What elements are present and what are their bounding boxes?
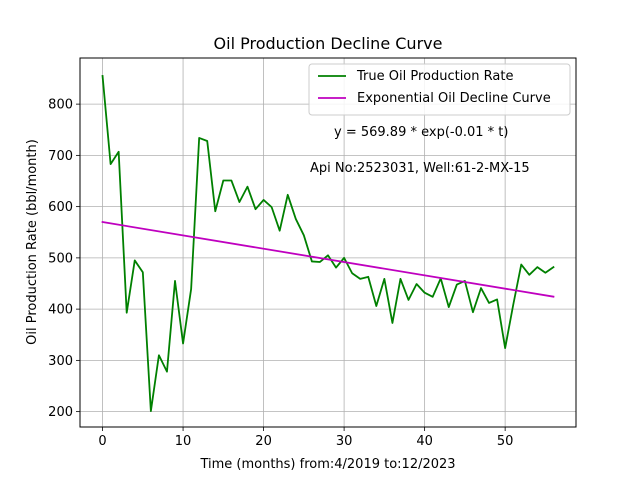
x-tick-label: 10 — [175, 434, 192, 449]
chart-title: Oil Production Decline Curve — [214, 34, 443, 53]
ticks: 0 10 20 30 40 50 200 300 400 500 600 700 800 — [48, 98, 513, 449]
x-axis-label: Time (months) from:4/2019 to:12/2023 — [199, 457, 455, 472]
series-layer — [101, 74, 555, 413]
well-info-annotation: Api No:2523031, Well:61-2-MX-15 — [310, 161, 530, 176]
y-tick-label: 500 — [48, 251, 73, 266]
y-tick-label: 600 — [48, 200, 73, 215]
legend: True Oil Production Rate Exponential Oil… — [308, 63, 571, 116]
series-line-true-rate — [101, 74, 555, 413]
legend-label-decline-curve: Exponential Oil Decline Curve — [357, 91, 551, 106]
series-line-decline-curve — [101, 221, 555, 298]
y-tick-label: 700 — [48, 149, 73, 164]
y-tick-label: 800 — [48, 98, 73, 113]
legend-box — [308, 63, 571, 116]
y-tick-label: 300 — [48, 354, 73, 369]
y-tick-label: 400 — [48, 303, 73, 318]
x-tick-label: 20 — [255, 434, 272, 449]
x-tick-label: 30 — [336, 434, 353, 449]
grid — [80, 58, 576, 427]
legend-label-true-rate: True Oil Production Rate — [356, 69, 513, 84]
equation-annotation: y = 569.89 * exp(-0.01 * t) — [334, 125, 508, 140]
x-tick-label: 50 — [497, 434, 514, 449]
y-tick-label: 200 — [48, 405, 73, 420]
y-axis-label: Oil Production Rate (bbl/month) — [25, 139, 40, 345]
x-tick-label: 0 — [98, 434, 106, 449]
x-tick-label: 40 — [416, 434, 433, 449]
plot-frame — [79, 57, 577, 428]
